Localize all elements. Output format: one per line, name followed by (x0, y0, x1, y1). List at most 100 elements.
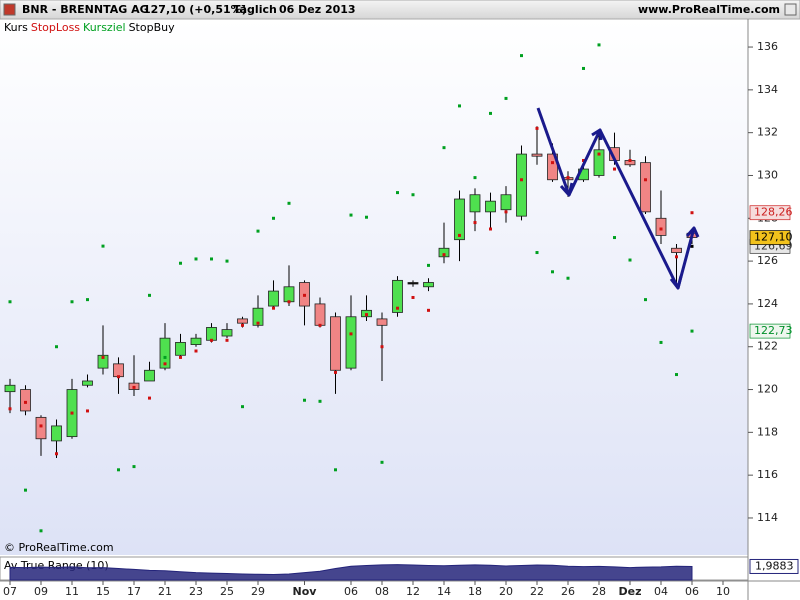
period: Täglich (233, 3, 277, 16)
candle-body (531, 153, 543, 157)
candle-body (97, 354, 109, 369)
dot (644, 178, 647, 182)
atr-value-box (749, 558, 799, 574)
y-tick-label: 136 (757, 40, 778, 53)
dot (365, 215, 368, 219)
x-tick-label: 11 (65, 585, 79, 598)
x-tick-label: 29 (251, 585, 265, 598)
dot (256, 321, 260, 325)
dot (628, 158, 632, 162)
dot (179, 355, 182, 359)
candle-body (283, 286, 295, 303)
x-tick-label: Dez (619, 585, 642, 598)
dot (659, 340, 663, 344)
candle-body (175, 342, 186, 356)
dot (597, 43, 601, 47)
dot (179, 261, 182, 265)
y-tick-label: 126 (757, 254, 778, 267)
dot (613, 236, 616, 240)
candle-body (35, 416, 47, 440)
dot (39, 529, 43, 533)
header-icon[interactable] (784, 3, 797, 16)
candle-body (159, 337, 171, 369)
copyright: © ProRealTime.com (4, 541, 114, 554)
dot (659, 227, 663, 231)
arrow-head (685, 226, 700, 238)
candle-body (640, 162, 651, 213)
dot (24, 400, 27, 404)
candle-body (20, 389, 31, 412)
dot (163, 355, 167, 359)
candle-body (469, 194, 481, 213)
dot (303, 293, 306, 297)
x-tick-label: 17 (127, 585, 141, 598)
dot (535, 251, 539, 255)
x-tick-label: 28 (592, 585, 606, 598)
dot (504, 96, 508, 100)
candle-body (237, 318, 248, 324)
y-tick-label: 116 (757, 468, 778, 481)
atr-area (9, 564, 693, 581)
header-icon[interactable] (3, 3, 16, 16)
dot (566, 276, 570, 280)
dot (24, 488, 27, 492)
dot (675, 373, 678, 377)
candle-body (593, 149, 605, 176)
chart-title: BNR - BRENNTAG AG (22, 3, 149, 16)
price-label-box (749, 230, 791, 245)
dot (70, 411, 74, 415)
x-tick-label: Nov (293, 585, 318, 598)
x-tick-label: 04 (654, 585, 668, 598)
candle-body (330, 316, 341, 371)
dot (551, 161, 554, 165)
dot (287, 300, 291, 304)
candle-body (221, 329, 233, 337)
y-tick-label: 118 (757, 425, 778, 438)
candle-body (314, 303, 326, 326)
dot (489, 111, 492, 115)
candle-body (423, 282, 434, 288)
dot (334, 370, 337, 374)
dot (70, 300, 74, 304)
dot (86, 409, 89, 413)
dot (225, 338, 229, 342)
dot (566, 176, 570, 180)
dot (520, 54, 523, 58)
dot (597, 152, 601, 156)
dot (39, 424, 43, 428)
legend-entry: Kurs (4, 21, 28, 34)
price-text: 127,10 (+0,51%) (143, 3, 247, 16)
x-tick-label: 20 (499, 585, 513, 598)
dot (427, 263, 430, 267)
dot (194, 349, 198, 353)
marks: 1141161181201221241261281301321341360709… (3, 40, 799, 598)
price-label-box (749, 323, 791, 339)
y-tick-label: 124 (757, 297, 778, 310)
dot (117, 468, 120, 472)
candle-body (144, 369, 155, 382)
dot (442, 146, 446, 150)
dot (365, 313, 368, 317)
dot (334, 468, 337, 472)
x-tick-label: 21 (158, 585, 172, 598)
x-tick-label: 10 (716, 585, 730, 598)
dot (272, 216, 275, 220)
dot (675, 255, 678, 259)
dot (349, 213, 353, 217)
dot (690, 329, 694, 333)
candle-body (268, 290, 279, 307)
x-tick-label: 26 (561, 585, 575, 598)
candle-body (4, 384, 16, 393)
dot (380, 460, 384, 464)
dot (396, 191, 399, 195)
x-tick-label: 14 (437, 585, 451, 598)
dot (241, 323, 244, 327)
candle-body (345, 316, 357, 369)
candle-body (82, 380, 93, 386)
dot (442, 253, 446, 257)
legend-entry: Kursziel (83, 21, 126, 34)
dot (473, 221, 477, 225)
dot (132, 465, 136, 469)
price-label: 122,73 (754, 324, 793, 337)
dot (349, 332, 353, 336)
